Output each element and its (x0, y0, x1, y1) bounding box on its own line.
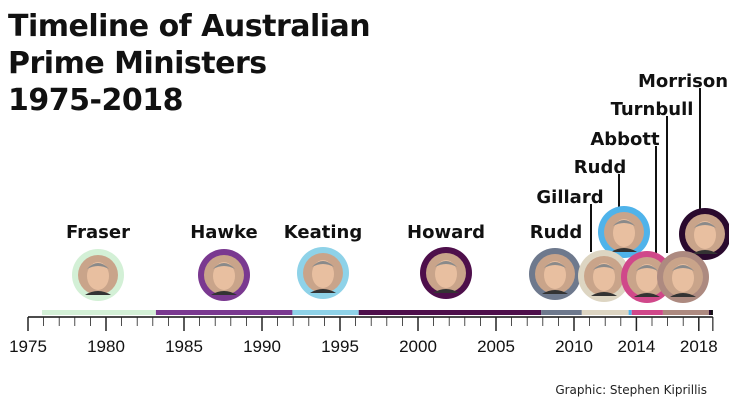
minister-label: Howard (407, 222, 485, 243)
chart-title: Timeline of Australian Prime Ministers 1… (8, 8, 371, 119)
tick-label: 1975 (9, 337, 47, 356)
term-bar-end (710, 310, 713, 315)
term-bar (358, 310, 542, 315)
minister-label: Rudd (530, 222, 582, 243)
minister-label: Abbott (590, 129, 660, 150)
tick-label: 2014 (617, 337, 655, 356)
tick-label: 1995 (321, 337, 359, 356)
portrait-keating (297, 247, 349, 299)
portrait-morrison (679, 208, 729, 260)
portrait-fraser (72, 249, 124, 301)
term-bar (662, 310, 709, 315)
minister-label: Gillard (536, 187, 603, 208)
portrait-gillard (578, 250, 630, 302)
term-bar (581, 310, 629, 315)
term-bar (631, 310, 663, 315)
tick-label: 2018 (680, 337, 718, 356)
minister-label: Rudd (574, 157, 626, 178)
portrait-rudd (529, 248, 581, 300)
term-bar (155, 310, 293, 315)
credit: Graphic: Stephen Kiprillis (555, 383, 707, 397)
title-line: Timeline of Australian (8, 9, 371, 44)
tick-label: 2010 (555, 337, 593, 356)
title-line: Prime Ministers (8, 46, 267, 81)
tick-label: 2000 (399, 337, 437, 356)
minister-label: Turnbull (611, 99, 694, 120)
term-bar (541, 310, 582, 315)
tick-label: 1985 (165, 337, 203, 356)
tick-label: 1990 (243, 337, 281, 356)
portrait-howard (420, 247, 472, 299)
tick-label: 1980 (87, 337, 125, 356)
term-bar (628, 310, 632, 315)
minister-label: Hawke (190, 222, 258, 243)
term-bar (42, 310, 156, 315)
portrait-rudd (598, 206, 650, 258)
portrait-turnbull (657, 251, 709, 303)
portrait-hawke (198, 249, 250, 301)
minister-label: Morrison (638, 71, 728, 92)
minister-label: Fraser (66, 222, 130, 243)
portrait-abbott (621, 251, 673, 303)
tick-label: 2005 (477, 337, 515, 356)
minister-label: Keating (284, 222, 362, 243)
term-bar (292, 310, 359, 315)
title-line: 1975-2018 (8, 83, 183, 118)
